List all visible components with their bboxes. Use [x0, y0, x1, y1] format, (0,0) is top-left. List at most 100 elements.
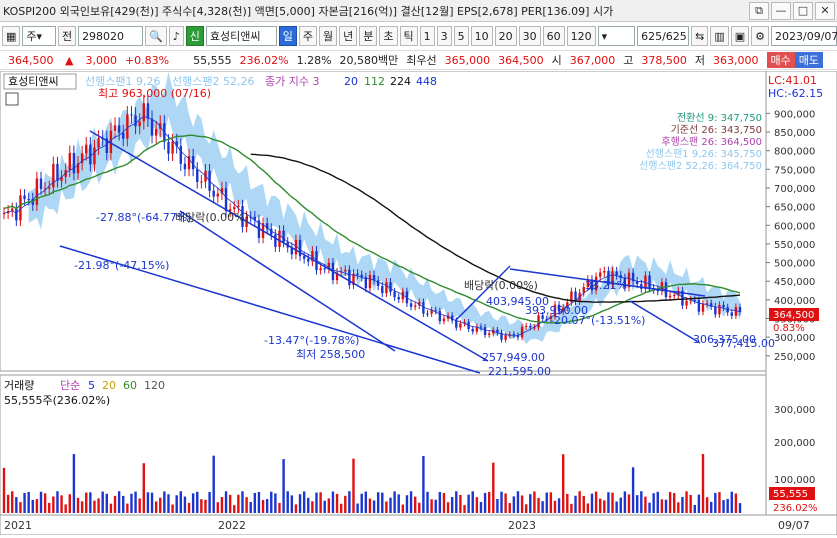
vol-legend-title: 거래량 — [4, 379, 34, 392]
volume-bar — [430, 499, 433, 513]
y-tick-label: 500,000 — [774, 259, 815, 270]
gear-icon[interactable]: ⚙ — [751, 26, 769, 46]
candle-body — [603, 270, 606, 273]
stock-name-field[interactable]: 효성티앤씨 — [205, 26, 277, 46]
interval-1[interactable]: 1 — [419, 26, 435, 46]
candle-body — [298, 239, 302, 257]
speaker-icon[interactable]: ♪ — [168, 26, 184, 46]
candle-body — [504, 335, 507, 340]
interval-10[interactable]: 10 — [470, 26, 493, 46]
prev-button[interactable]: 전 — [57, 26, 77, 46]
period-second[interactable]: 초 — [379, 26, 398, 46]
volume-bar — [413, 496, 417, 513]
volume-bar — [294, 504, 298, 513]
market-select[interactable]: 주 ▾ — [22, 26, 56, 46]
volume-bar — [187, 502, 191, 513]
y-tick-label: 900,000 — [774, 109, 815, 120]
interval-30[interactable]: 30 — [518, 26, 541, 46]
volume-bar — [578, 491, 581, 513]
candle-body — [718, 304, 721, 315]
candle-body — [52, 163, 55, 188]
price-chart[interactable]: 효성티앤씨 선행스팬1 9,26 선행스팬2 52,26 종가 지수 3 20 … — [0, 70, 837, 536]
candle-body — [249, 216, 252, 218]
volume-bar — [150, 492, 154, 513]
candle-body — [529, 326, 532, 328]
interval-60[interactable]: 60 — [542, 26, 565, 46]
price-bar: 364,500 ▲ 3,000 +0.83% 55,555 236.02% 1.… — [0, 50, 837, 70]
interval-20[interactable]: 20 — [494, 26, 517, 46]
candle-body — [500, 332, 503, 340]
candle-body — [117, 125, 121, 133]
new-badge[interactable]: 신 — [185, 26, 204, 46]
volume-bar — [385, 501, 388, 513]
candle-body — [475, 326, 479, 332]
volume-bar — [734, 493, 738, 513]
period-year[interactable]: 년 — [339, 26, 358, 46]
y-tick-label: 250,000 — [774, 352, 815, 363]
interval-select[interactable]: ▾ — [597, 26, 636, 46]
candle-body — [372, 275, 376, 281]
volume-bar — [582, 496, 585, 513]
candle-body — [224, 188, 228, 212]
candle-body — [294, 239, 298, 255]
grid-icon[interactable]: ▦ — [2, 26, 21, 46]
interval-5[interactable]: 5 — [453, 26, 469, 46]
candle-body — [130, 114, 133, 116]
minimize-icon[interactable]: — — [771, 1, 791, 20]
volume-bar — [557, 498, 561, 513]
candle-body — [228, 209, 232, 212]
volume-bar — [656, 491, 659, 513]
candle-body — [212, 190, 215, 197]
sell-button[interactable]: 매도 — [794, 52, 824, 68]
candle-body — [200, 181, 203, 183]
calendar-icon[interactable] — [5, 92, 19, 106]
candle-body — [220, 188, 224, 194]
chart-area[interactable]: 효성티앤씨 선행스팬1 9,26 선행스팬2 52,26 종가 지수 3 20 … — [0, 70, 837, 536]
volume-bar — [640, 491, 643, 513]
candle-body — [710, 303, 713, 307]
period-day[interactable]: 일 — [278, 26, 297, 46]
volume-bar — [409, 491, 413, 513]
volume-bar — [27, 492, 30, 513]
candle-body — [348, 269, 351, 285]
candle-body — [109, 130, 113, 154]
candle-body — [80, 153, 84, 164]
open-label: 시 — [551, 54, 562, 67]
candle-body — [68, 152, 71, 171]
buy-button[interactable]: 매수 — [766, 52, 795, 68]
volume-bar — [360, 493, 363, 513]
volume-bar — [376, 492, 380, 513]
volume-bar — [442, 493, 446, 513]
candle-body — [714, 306, 717, 315]
candle-body — [113, 125, 117, 131]
trend-line — [179, 210, 396, 352]
fit-icon[interactable]: ⇆ — [691, 26, 709, 46]
restore-icon[interactable]: ⧉ — [749, 1, 769, 20]
code-input[interactable]: 298020 — [78, 26, 144, 46]
search-icon[interactable]: 🔍 — [145, 26, 167, 46]
volume-bar — [130, 493, 133, 513]
save-icon[interactable]: ▣ — [730, 26, 750, 46]
bars-icon[interactable]: ▥ — [710, 26, 729, 46]
annot-level1: 403,945.00 — [486, 295, 549, 308]
maximize-icon[interactable]: □ — [793, 1, 813, 20]
period-minute[interactable]: 분 — [359, 26, 378, 46]
candle-body — [590, 279, 594, 291]
candle-body — [413, 305, 417, 307]
interval-3[interactable]: 3 — [436, 26, 452, 46]
y-tick-label: 600,000 — [774, 221, 815, 232]
close-icon[interactable]: ✕ — [815, 1, 835, 20]
period-week[interactable]: 주 — [298, 26, 317, 46]
count-field[interactable]: 625/625 — [637, 26, 690, 46]
price-change: 3,000 — [85, 53, 117, 67]
volume-bar — [19, 502, 22, 513]
volume-bar — [101, 491, 104, 513]
volume-bar — [35, 499, 39, 513]
interval-120[interactable]: 120 — [566, 26, 596, 46]
period-tick[interactable]: 틱 — [399, 26, 418, 46]
vol-legend-20: 20 — [102, 379, 116, 392]
period-month[interactable]: 월 — [319, 26, 338, 46]
volume-bar — [245, 497, 248, 513]
date-field[interactable]: 2023/09/07 — [771, 26, 837, 46]
candle-body — [311, 251, 314, 262]
